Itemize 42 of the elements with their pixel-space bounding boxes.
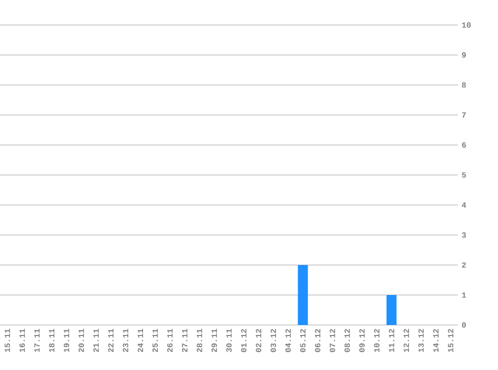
y-tick-label: 7 (462, 112, 466, 118)
x-tick-label: 23.11 (122, 328, 128, 352)
x-tick-label: 03.12 (270, 329, 276, 352)
x-tick-label: 09.12 (359, 329, 365, 352)
y-tick-label: 9 (462, 52, 466, 58)
x-tick-label: 08.12 (344, 329, 350, 352)
y-tick-label: 4 (462, 202, 466, 208)
x-tick-label: 22.11 (108, 328, 114, 352)
y-tick-label: 2 (462, 262, 466, 268)
y-tick-label: 6 (462, 142, 466, 148)
y-tick-label: 3 (462, 232, 466, 238)
x-tick-label: 20.11 (78, 328, 84, 352)
x-tick-label: 07.12 (330, 329, 336, 352)
x-tick-label: 12.12 (404, 329, 409, 352)
x-tick-label: 05.12 (300, 329, 306, 352)
y-tick-label: 1 (462, 292, 466, 298)
x-tick-label: 30.11 (226, 328, 232, 352)
y-tick-label: 5 (462, 172, 466, 178)
x-tick-label: 01.12 (241, 329, 246, 352)
x-tick-label: 04.12 (285, 329, 291, 352)
x-tick-label: 15.12 (448, 329, 454, 352)
x-tick-label: 29.11 (212, 328, 217, 352)
y-tick-label: 8 (462, 82, 466, 88)
x-tick-label: 25.11 (152, 328, 158, 352)
x-tick-label: 17.11 (34, 328, 40, 352)
x-tick-label: 16.11 (19, 328, 25, 352)
x-tick-label: 21.11 (93, 328, 99, 352)
x-tick-label: 27.11 (182, 328, 188, 352)
x-tick-label: 15.11 (4, 328, 10, 352)
x-tick-label: 10.12 (374, 329, 380, 352)
x-tick-label: 06.12 (314, 329, 320, 352)
x-tick-label: 26.11 (167, 328, 173, 352)
x-tick-label: 18.11 (49, 328, 54, 352)
x-tick-label: 13.12 (418, 329, 424, 352)
x-tick-label: 28.11 (196, 328, 202, 352)
y-tick-label: 10 (462, 22, 471, 28)
y-tick-label: 0 (462, 322, 466, 328)
x-tick-label: 02.12 (256, 329, 262, 352)
x-tick-label: 19.11 (64, 328, 70, 352)
x-tick-label: 14.12 (433, 329, 439, 352)
x-tick-label: 24.11 (138, 328, 144, 352)
x-tick-label: 11.12 (388, 329, 394, 352)
